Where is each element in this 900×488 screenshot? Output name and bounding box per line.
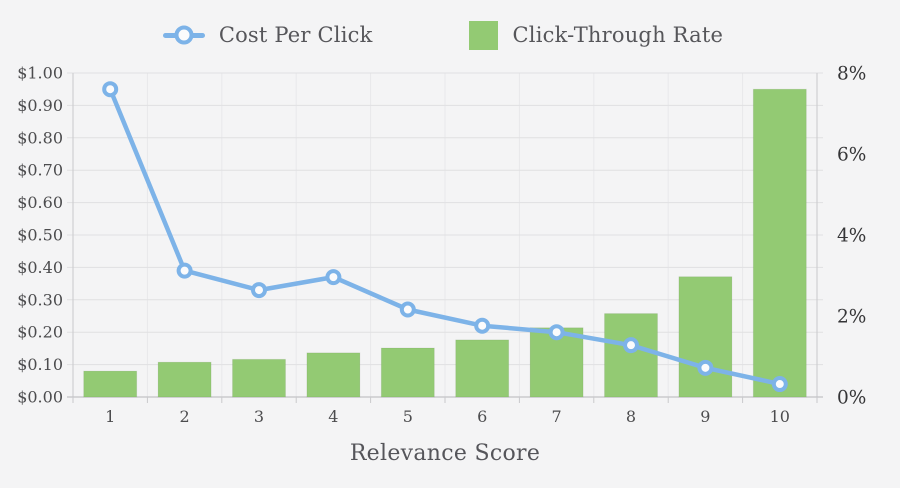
y-axis-right-tick-label: 2% (837, 307, 866, 328)
cpc-point-marker (623, 337, 639, 354)
cpc-point-marker (176, 262, 193, 279)
y-axis-left-tick-label: $0.50 (17, 226, 63, 245)
y-axis-left-tick-label: $0.70 (17, 161, 63, 180)
ctr-bar (380, 347, 435, 398)
y-axis-left-tick-label: $0.30 (17, 290, 63, 309)
y-axis-left-tick-label: $0.40 (17, 258, 63, 277)
y-axis-right-tick-label: 4% (837, 226, 866, 247)
legend-item-click-through-rate[interactable]: Click-Through Rate (468, 20, 724, 50)
x-axis-tick-label: 7 (552, 407, 562, 426)
y-axis-left-tick-label: $0.00 (17, 388, 63, 407)
y-axis-left-tick-label: $0.20 (17, 323, 63, 342)
y-axis-left-tick-label: $0.90 (17, 96, 63, 115)
chart-legend: Cost Per Click Click-Through Rate (0, 12, 886, 58)
x-axis-tick-label: 4 (328, 407, 338, 426)
legend-item-cost-per-click[interactable]: Cost Per Click (162, 23, 373, 47)
ctr-bar (604, 313, 658, 398)
legend-label-click-through-rate: Click-Through Rate (512, 23, 724, 47)
bar-series-marker-icon (468, 20, 498, 50)
ctr-bar (752, 88, 807, 398)
ctr-bar (157, 361, 212, 398)
cpc-point-marker (474, 317, 491, 334)
x-axis-tick-label: 10 (770, 407, 790, 426)
y-axis-left-tick-label: $0.80 (17, 128, 63, 147)
x-axis-tick-label: 5 (403, 407, 413, 426)
x-axis-tick-label: 3 (254, 407, 264, 426)
cpc-point-marker (102, 81, 119, 98)
x-axis-tick-label: 9 (700, 407, 710, 426)
y-axis-left-tick-label: $0.60 (17, 193, 63, 212)
cpc-point-marker (399, 301, 416, 318)
y-axis-left-tick-label: $1.00 (17, 64, 63, 83)
x-axis-tick-label: 8 (626, 407, 636, 426)
cpc-point-marker (251, 282, 267, 299)
x-axis-tick-label: 2 (180, 407, 190, 426)
cpc-point-marker (697, 359, 714, 376)
ctr-bar (678, 276, 733, 398)
circle-marker-icon (174, 25, 194, 45)
x-axis-tick-label: 1 (105, 407, 115, 426)
cpc-point-marker (771, 376, 788, 393)
cpc-point-marker (548, 324, 565, 341)
cpc-point-marker (325, 269, 342, 286)
y-axis-right-tick-label: 0% (837, 388, 866, 409)
line-series-marker-icon (162, 25, 205, 45)
ctr-bar (455, 339, 510, 398)
x-axis-title: Relevance Score (349, 441, 541, 466)
y-axis-right-tick-label: 6% (837, 145, 866, 166)
ctr-bar (83, 370, 138, 398)
y-axis-left-tick-label: $0.10 (17, 355, 63, 374)
ctr-bar (306, 352, 361, 398)
x-axis-tick-label: 6 (477, 407, 487, 426)
y-axis-right-tick-label: 8% (837, 64, 866, 85)
legend-label-cost-per-click: Cost Per Click (218, 23, 373, 47)
cpc-line (107, 86, 783, 387)
ctr-bar (232, 358, 286, 398)
